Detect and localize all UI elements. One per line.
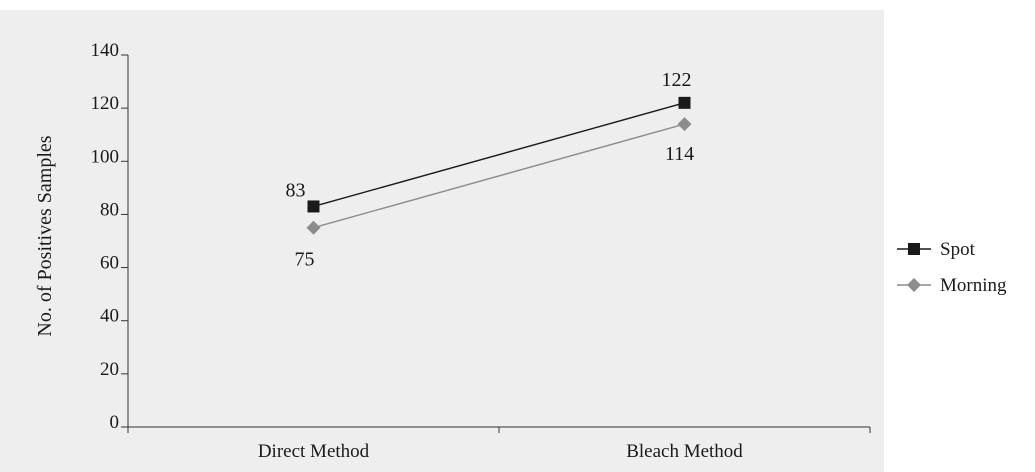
data-label: 122 <box>662 69 692 91</box>
legend-label: Spot <box>940 239 976 260</box>
y-tick-label: 20 <box>100 359 119 380</box>
y-tick-label: 40 <box>100 306 119 327</box>
series-morning: 75 114 <box>295 117 694 271</box>
legend-item-spot: Spot <box>897 239 976 260</box>
legend-item-morning: Morning <box>897 275 1007 296</box>
data-point <box>307 200 320 213</box>
plot-area-background <box>0 10 884 472</box>
x-tick-label: Bleach Method <box>626 441 743 462</box>
data-point <box>677 117 692 132</box>
data-point <box>306 220 321 235</box>
series-layer: 83 122 75 114 <box>286 69 695 271</box>
y-tick-label: 100 <box>91 146 120 167</box>
y-tick-label: 60 <box>100 253 119 274</box>
y-tick-label: 120 <box>91 93 120 114</box>
series-spot: 83 122 <box>286 69 692 213</box>
legend-label: Morning <box>940 275 1007 296</box>
y-tick-label: 0 <box>110 412 120 433</box>
series-line <box>313 123 685 229</box>
x-axis: Direct Method Bleach Method <box>127 426 871 462</box>
data-label: 75 <box>295 249 315 271</box>
y-axis-title: No. of Positives Samples <box>34 135 56 336</box>
data-point <box>678 96 691 109</box>
legend-marker <box>907 278 921 292</box>
data-label: 83 <box>286 179 306 201</box>
series-line <box>313 102 685 208</box>
y-tick-label: 80 <box>100 199 119 220</box>
legend-marker <box>908 243 920 255</box>
data-label: 114 <box>665 143 694 165</box>
y-tick-label: 140 <box>91 40 120 61</box>
legend: Spot Morning <box>897 239 1007 296</box>
y-axis: 0 20 40 60 80 100 120 140 <box>91 40 129 433</box>
x-tick-label: Direct Method <box>258 441 370 462</box>
